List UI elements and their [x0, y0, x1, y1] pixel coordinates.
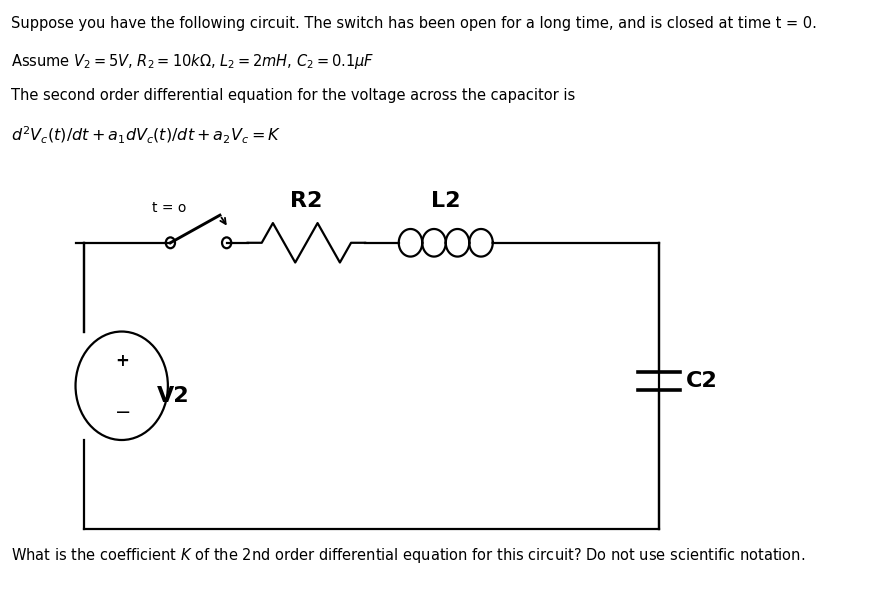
Text: V2: V2 — [157, 386, 189, 405]
Text: Suppose you have the following circuit. The switch has been open for a long time: Suppose you have the following circuit. … — [11, 16, 816, 31]
Text: R2: R2 — [290, 191, 323, 211]
Text: Assume $V_2 = 5V$, $R_2 = 10k\Omega$, $L_2 = 2mH$, $C_2 = 0.1\mu F$: Assume $V_2 = 5V$, $R_2 = 10k\Omega$, $L… — [11, 53, 374, 72]
Text: $d^2V_c(t)/dt + a_1 dV_c(t)/dt + a_2 V_c = K$: $d^2V_c(t)/dt + a_1 dV_c(t)/dt + a_2 V_c… — [11, 124, 281, 146]
Text: The second order differential equation for the voltage across the capacitor is: The second order differential equation f… — [11, 88, 575, 103]
Text: +: + — [115, 352, 129, 370]
Text: L2: L2 — [431, 191, 460, 211]
Text: $-$: $-$ — [114, 401, 130, 420]
Text: What is the coefficient $K$ of the 2nd order differential equation for this circ: What is the coefficient $K$ of the 2nd o… — [11, 546, 805, 565]
Text: C2: C2 — [686, 371, 717, 391]
Text: t = o: t = o — [152, 201, 186, 215]
